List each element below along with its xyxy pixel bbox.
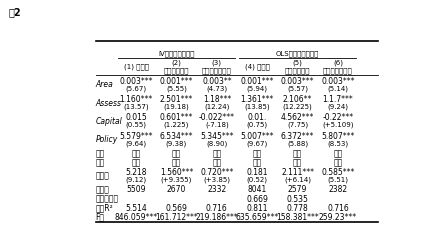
Text: (0.55): (0.55) (126, 122, 147, 128)
Text: 2332: 2332 (207, 185, 226, 195)
Text: 0.01.: 0.01. (248, 113, 267, 122)
Text: 控制: 控制 (131, 158, 141, 167)
Text: 调整R²: 调整R² (96, 204, 114, 213)
Text: (+9.355): (+9.355) (161, 177, 192, 183)
Text: (+5.109): (+5.109) (322, 122, 354, 128)
Text: 行业: 行业 (96, 158, 105, 167)
Text: (+6.14): (+6.14) (284, 177, 311, 183)
Text: 截距项: 截距项 (96, 172, 109, 181)
Text: 0.001***: 0.001*** (160, 77, 193, 86)
Text: F值: F值 (96, 213, 105, 222)
Text: (8.53): (8.53) (327, 140, 349, 147)
Text: 0.669: 0.669 (246, 195, 268, 204)
Text: 弱识别检验: 弱识别检验 (96, 195, 119, 204)
Text: -0.022***: -0.022*** (199, 113, 235, 122)
Text: Area: Area (96, 80, 114, 90)
Text: (12.24): (12.24) (204, 104, 229, 110)
Text: 0.716: 0.716 (327, 204, 349, 213)
Text: 2579: 2579 (288, 185, 307, 195)
Text: (4) 总样本: (4) 总样本 (245, 64, 270, 70)
Text: 控制: 控制 (253, 149, 262, 158)
Text: 0.569: 0.569 (165, 204, 187, 213)
Text: (5.67): (5.67) (126, 85, 147, 92)
Text: 6.534***: 6.534*** (160, 132, 193, 141)
Text: 表2: 表2 (8, 7, 21, 17)
Text: (5.94): (5.94) (247, 85, 268, 92)
Text: 样本量: 样本量 (96, 185, 109, 195)
Text: 控制: 控制 (131, 149, 141, 158)
Text: (1) 总样本: (1) 总样本 (123, 64, 148, 70)
Text: (0.75): (0.75) (247, 122, 268, 128)
Text: (4.73): (4.73) (206, 85, 227, 92)
Text: (9.12): (9.12) (126, 177, 147, 183)
Text: (0.52): (0.52) (247, 177, 268, 183)
Text: (13.85): (13.85) (244, 104, 270, 110)
Text: 5.579***: 5.579*** (119, 132, 153, 141)
Text: 控制: 控制 (172, 149, 181, 158)
Text: 0.535: 0.535 (287, 195, 309, 204)
Text: 1.1.7***: 1.1.7*** (323, 95, 353, 104)
Text: 5.007***: 5.007*** (240, 132, 274, 141)
Text: 2.501***: 2.501*** (160, 95, 193, 104)
Text: 2.111***: 2.111*** (281, 168, 314, 177)
Text: (9.24): (9.24) (327, 104, 349, 110)
Text: (+3.85): (+3.85) (204, 177, 230, 183)
Text: (5.88): (5.88) (287, 140, 308, 147)
Text: 6.372***: 6.372*** (281, 132, 314, 141)
Text: 年份: 年份 (96, 149, 105, 158)
Text: 0.716: 0.716 (206, 204, 228, 213)
Text: 846.059***: 846.059*** (114, 213, 158, 222)
Text: Capital: Capital (96, 117, 123, 126)
Text: -0.22***: -0.22*** (322, 113, 354, 122)
Text: 1.18***: 1.18*** (203, 95, 231, 104)
Text: 0.585***: 0.585*** (321, 168, 354, 177)
Text: 2670: 2670 (167, 185, 186, 195)
Text: (13.57): (13.57) (123, 104, 149, 110)
Text: (3)
中小型国有企业: (3) 中小型国有企业 (202, 60, 232, 74)
Text: 0.811: 0.811 (246, 204, 268, 213)
Text: (5.51): (5.51) (327, 177, 349, 183)
Text: 5.807***: 5.807*** (321, 132, 354, 141)
Text: 219.186***: 219.186*** (195, 213, 238, 222)
Text: 0.003***: 0.003*** (281, 77, 314, 86)
Text: 控制: 控制 (172, 158, 181, 167)
Text: 控制: 控制 (333, 149, 343, 158)
Text: (5.14): (5.14) (327, 85, 349, 92)
Text: (6)
中小型国有企业: (6) 中小型国有企业 (323, 60, 353, 74)
Text: 控制: 控制 (212, 149, 221, 158)
Text: 控制: 控制 (253, 158, 262, 167)
Text: OLS（被解释变量）: OLS（被解释变量） (276, 50, 319, 57)
Text: 0.015: 0.015 (125, 113, 147, 122)
Text: 控制: 控制 (293, 158, 302, 167)
Text: 158.381***: 158.381*** (276, 213, 319, 222)
Text: (9.64): (9.64) (126, 140, 147, 147)
Text: 2.106**: 2.106** (283, 95, 312, 104)
Text: 2382: 2382 (328, 185, 348, 195)
Text: IV（被解释变量）: IV（被解释变量） (158, 50, 195, 57)
Text: 0.181: 0.181 (246, 168, 268, 177)
Text: 635.659***: 635.659*** (236, 213, 279, 222)
Text: 0.003***: 0.003*** (321, 77, 355, 86)
Text: 5.345***: 5.345*** (200, 132, 234, 141)
Text: (5.57): (5.57) (287, 85, 308, 92)
Text: (9.67): (9.67) (247, 140, 268, 147)
Text: 0.601***: 0.601*** (160, 113, 193, 122)
Text: (8.90): (8.90) (206, 140, 227, 147)
Text: 控制: 控制 (333, 158, 343, 167)
Text: 控制: 控制 (212, 158, 221, 167)
Text: 5.218: 5.218 (126, 168, 147, 177)
Text: Assess: Assess (96, 99, 122, 108)
Text: (2)
大型国有企业: (2) 大型国有企业 (164, 60, 189, 74)
Text: 1.560***: 1.560*** (160, 168, 193, 177)
Text: 1.361***: 1.361*** (240, 95, 274, 104)
Text: 0.778: 0.778 (287, 204, 308, 213)
Text: 0.001***: 0.001*** (240, 77, 274, 86)
Text: (1.225): (1.225) (164, 122, 189, 128)
Text: (9.38): (9.38) (166, 140, 187, 147)
Text: 4.562***: 4.562*** (281, 113, 314, 122)
Text: 0.720***: 0.720*** (200, 168, 234, 177)
Text: 5509: 5509 (126, 185, 146, 195)
Text: Policy: Policy (96, 135, 118, 144)
Text: 259.23***: 259.23*** (319, 213, 357, 222)
Text: (7.75): (7.75) (287, 122, 308, 128)
